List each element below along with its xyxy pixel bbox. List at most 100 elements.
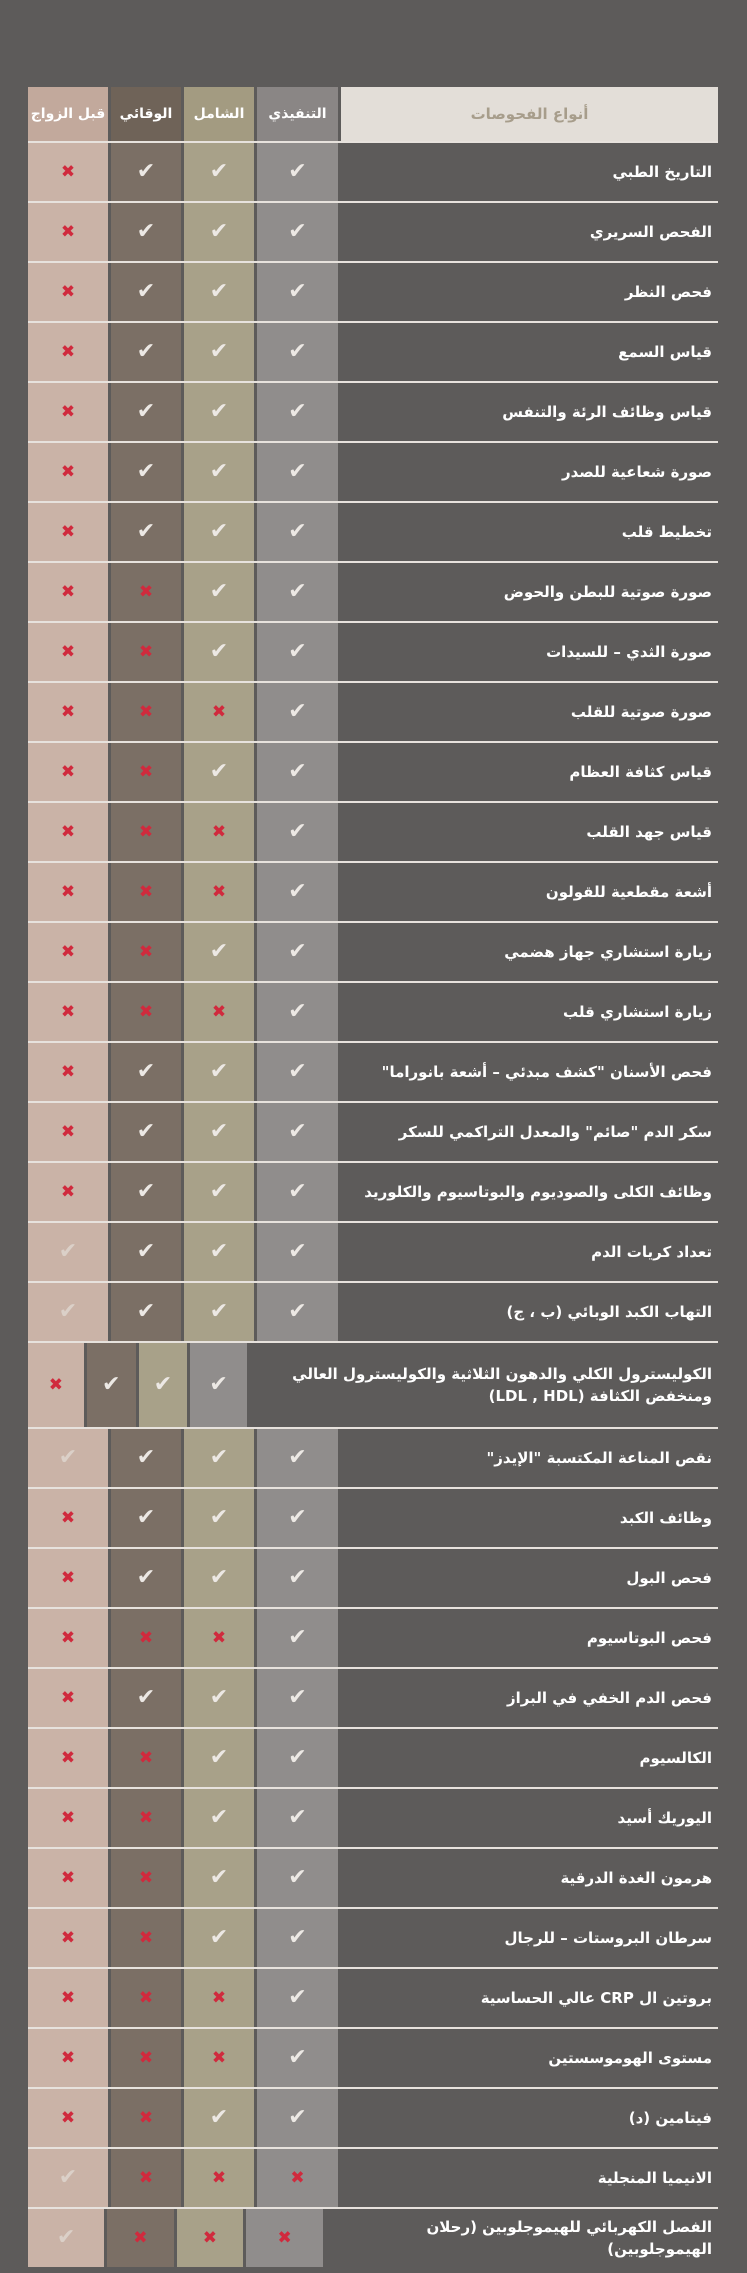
cross-icon: ✖ — [60, 1507, 76, 1528]
check-icon: ✔ — [58, 1445, 78, 1470]
mark-cell-premarriage: ✔ — [28, 2209, 105, 2267]
check-icon: ✔ — [136, 1445, 156, 1470]
check-icon: ✔ — [209, 1445, 229, 1470]
mark-cell-preventive: ✖ — [111, 1789, 181, 1847]
mark-cell-executive: ✔ — [257, 383, 338, 441]
mark-cell-executive: ✔ — [257, 2029, 338, 2087]
check-icon: ✔ — [58, 1239, 78, 1264]
cross-icon: ✖ — [60, 221, 76, 242]
cross-icon: ✖ — [138, 2047, 154, 2068]
check-icon: ✔ — [288, 1179, 307, 1204]
mark-cell-comprehensive: ✖ — [184, 683, 254, 741]
cross-icon: ✖ — [60, 1567, 76, 1588]
test-name: بروتين ال CRP عالي الحساسية — [480, 1988, 712, 2007]
mark-cell-premarriage: ✖ — [28, 323, 108, 381]
mark-cell-preventive: ✔ — [111, 1163, 181, 1221]
table-row: قياس السمع ✔ ✔ ✔ ✖ — [28, 323, 718, 383]
table-row: التهاب الكبد الوبائي (ب ، ج) ✔ ✔ ✔ ✔ — [28, 1283, 718, 1343]
table-row: تعداد كريات الدم ✔ ✔ ✔ ✔ — [28, 1223, 718, 1283]
test-name: وظائف الكلى والصوديوم والبوتاسيوم والكلو… — [364, 1182, 712, 1201]
cross-icon: ✖ — [290, 2167, 305, 2188]
check-icon: ✔ — [209, 1299, 229, 1324]
mark-cell-executive: ✔ — [257, 1909, 338, 1967]
check-icon: ✔ — [209, 1059, 229, 1084]
mark-cell-premarriage: ✖ — [28, 803, 108, 861]
mark-cell-executive: ✔ — [257, 563, 338, 621]
mark-cell-premarriage: ✖ — [28, 1609, 108, 1667]
table-row: الكوليسترول الكلي والدهون الثلاثية والكو… — [27, 1343, 718, 1429]
check-icon: ✔ — [288, 1685, 307, 1710]
mark-cell-executive: ✔ — [257, 863, 338, 921]
mark-cell-comprehensive: ✔ — [184, 503, 254, 561]
test-name: التهاب الكبد الوبائي (ب ، ج) — [506, 1302, 712, 1321]
table-row: نقص المناعة المكتسبة "الإيدز" ✔ ✔ ✔ ✔ — [28, 1429, 718, 1489]
check-icon: ✔ — [288, 1865, 307, 1890]
mark-cell-preventive: ✖ — [111, 1729, 181, 1787]
mark-cell-comprehensive: ✔ — [184, 1223, 254, 1281]
table-row: وظائف الكلى والصوديوم والبوتاسيوم والكلو… — [28, 1163, 718, 1223]
check-icon: ✔ — [288, 639, 307, 664]
check-icon: ✔ — [209, 219, 229, 244]
check-icon: ✔ — [288, 1445, 307, 1470]
mark-cell-premarriage: ✖ — [28, 1909, 108, 1967]
table-row: زيارة استشاري قلب ✔ ✖ ✖ ✖ — [28, 983, 718, 1043]
mark-cell-executive: ✔ — [257, 1223, 338, 1281]
cross-icon: ✖ — [60, 1181, 76, 1202]
mark-cell-comprehensive: ✔ — [184, 743, 254, 801]
mark-cell-executive: ✔ — [257, 263, 338, 321]
check-icon: ✔ — [209, 1565, 229, 1590]
mark-cell-premarriage: ✖ — [28, 1549, 108, 1607]
table-row: مستوى الهوموسستين ✔ ✖ ✖ ✖ — [28, 2029, 718, 2089]
mark-cell-preventive: ✔ — [86, 1343, 136, 1427]
check-icon: ✔ — [288, 1625, 307, 1650]
check-icon: ✔ — [209, 1805, 229, 1830]
test-name: زيارة استشاري جهاز هضمي — [504, 942, 712, 961]
check-icon: ✔ — [209, 1925, 229, 1950]
mark-cell-premarriage: ✖ — [28, 383, 108, 441]
check-icon: ✔ — [136, 279, 156, 304]
cross-icon: ✖ — [60, 1747, 76, 1768]
check-icon: ✔ — [288, 579, 307, 604]
cross-icon: ✖ — [211, 1001, 227, 1022]
test-name: فحص البوتاسيوم — [586, 1628, 712, 1647]
mark-cell-comprehensive: ✖ — [184, 863, 254, 921]
check-icon: ✔ — [209, 399, 229, 424]
test-name: قياس كثافة العظام — [569, 762, 712, 781]
mark-cell-comprehensive: ✔ — [184, 383, 254, 441]
mark-cell-executive: ✔ — [257, 1103, 338, 1161]
test-name: هرمون الغدة الدرقية — [560, 1868, 712, 1887]
check-icon: ✔ — [209, 339, 229, 364]
mark-cell-preventive: ✖ — [111, 1609, 181, 1667]
mark-cell-premarriage: ✔ — [28, 1223, 108, 1281]
mark-cell-preventive: ✔ — [111, 1103, 181, 1161]
mark-cell-preventive: ✖ — [111, 1909, 181, 1967]
check-icon: ✔ — [153, 1372, 173, 1397]
test-name: فحص النظر — [624, 282, 712, 301]
cross-icon: ✖ — [60, 1867, 76, 1888]
checkups-comparison-table: أنواع الفحوصات التنفيذي الشامل الوقائي ق… — [27, 87, 718, 2267]
cross-icon: ✖ — [60, 1927, 76, 1948]
check-icon: ✔ — [288, 1119, 307, 1144]
cross-icon: ✖ — [133, 2227, 148, 2248]
check-icon: ✔ — [209, 279, 229, 304]
check-icon: ✔ — [288, 519, 307, 544]
test-name: التاريخ الطبي — [612, 162, 712, 181]
mark-cell-executive: ✔ — [257, 143, 338, 201]
mark-cell-comprehensive: ✔ — [184, 1489, 254, 1547]
test-name: سرطان البروستات – للرجال — [504, 1928, 713, 1947]
mark-cell-preventive: ✔ — [111, 1549, 181, 1607]
mark-cell-comprehensive: ✖ — [184, 803, 254, 861]
cross-icon: ✖ — [211, 2167, 227, 2188]
check-icon: ✔ — [136, 1119, 156, 1144]
check-icon: ✔ — [136, 1505, 156, 1530]
table-row: فيتامين (د) ✔ ✔ ✖ ✖ — [28, 2089, 718, 2149]
check-icon: ✔ — [288, 159, 307, 184]
mark-cell-premarriage: ✖ — [28, 863, 108, 921]
test-name: الفحص السريري — [589, 222, 712, 241]
check-icon: ✔ — [136, 339, 156, 364]
test-name: فيتامين (د) — [628, 2108, 712, 2127]
check-icon: ✔ — [209, 639, 229, 664]
cross-icon: ✖ — [138, 581, 154, 602]
table-row: فحص البوتاسيوم ✔ ✖ ✖ ✖ — [28, 1609, 718, 1669]
